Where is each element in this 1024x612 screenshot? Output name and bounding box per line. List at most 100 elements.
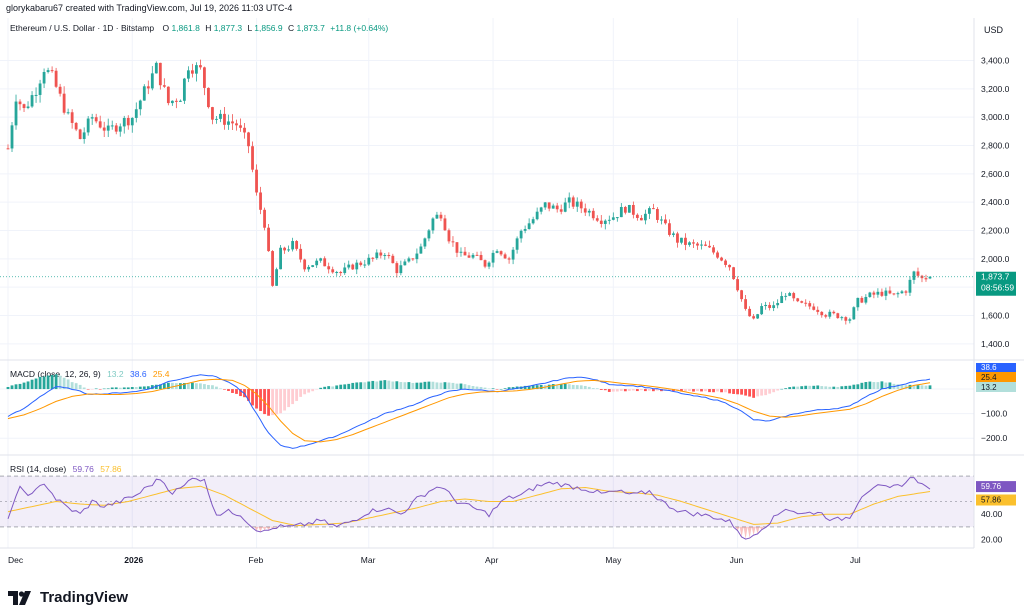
candle: [387, 252, 391, 259]
candle-body: [860, 297, 864, 303]
macd-hist-bar: [656, 389, 659, 391]
candle: [643, 209, 647, 225]
macd-hist-bar: [190, 382, 194, 390]
candle: [455, 242, 459, 258]
candle: [672, 231, 675, 238]
candle-body: [876, 291, 880, 295]
candle-body: [627, 204, 631, 213]
macd-hist-bar: [455, 383, 459, 390]
candle: [443, 214, 447, 231]
candle: [788, 291, 792, 297]
rsi-ma-value: 57.86: [100, 464, 122, 474]
macd-hist-bar: [672, 389, 675, 391]
candle: [519, 229, 523, 243]
macd-hist-bar: [872, 382, 876, 390]
macd-hist-bar: [599, 389, 603, 390]
macd-pane[interactable]: MACD (close, 12, 26, 9) 13.2 38.6 25.4 −…: [6, 363, 1016, 449]
macd-hist-bar: [848, 385, 852, 390]
rsi-axis[interactable]: 20.00 40.00: [981, 509, 1003, 544]
time-axis[interactable]: Dec 2026 Feb Mar Apr May Jun Jul: [8, 555, 861, 565]
candle: [411, 258, 415, 261]
candle-body: [26, 106, 30, 109]
candle-body: [114, 125, 118, 132]
candle: [784, 293, 788, 301]
candle-body: [499, 251, 503, 255]
candle-body: [547, 202, 551, 209]
candle: [315, 258, 319, 268]
rsi-ma-tag-box: [976, 494, 1016, 506]
macd-hist-bar: [868, 381, 872, 390]
rsi-tag: 59.76: [981, 482, 1002, 491]
candle-body: [138, 100, 142, 110]
candle-body: [427, 230, 431, 239]
tradingview-logo-icon: [8, 590, 31, 605]
macd-hist-bar: [387, 380, 391, 390]
macd-hist-bar: [14, 384, 18, 390]
macd-hist-bar: [784, 388, 788, 390]
rsi-pane[interactable]: RSI (14, close) 59.76 57.86 20.00 40.00 5…: [0, 464, 1016, 545]
price-axis[interactable]: 1,400.01,600.01,800.02,000.02,200.02,400…: [981, 56, 1010, 349]
candle-body: [643, 213, 647, 221]
macd-hist-bar: [555, 384, 559, 390]
macd-hist-bar: [227, 389, 230, 391]
candle-body: [443, 218, 447, 231]
candle: [371, 257, 375, 262]
macd-hist-bar: [824, 386, 828, 390]
candle-body: [371, 257, 375, 259]
candle: [247, 131, 250, 154]
candle-body: [130, 117, 134, 126]
candle-body: [639, 217, 643, 221]
candle: [872, 290, 876, 299]
tradingview-logo[interactable]: TradingView: [8, 589, 128, 606]
candle-body: [235, 123, 238, 126]
candle-body: [708, 245, 711, 248]
macd-hist-bar: [399, 382, 403, 390]
macd-hist-bar: [896, 384, 900, 390]
candle: [712, 245, 715, 255]
macd-hist-bar: [684, 389, 687, 392]
price-pane[interactable]: USD Ethereum / U.S. Dollar · 1D · Bitsta…: [0, 23, 1016, 349]
candle-body: [651, 208, 655, 210]
macd-hist-bar: [439, 382, 443, 390]
macd-tick-label: −100.0: [981, 409, 1008, 419]
macd-hist-bar: [267, 389, 270, 416]
candle: [6, 144, 10, 150]
candle-body: [660, 219, 663, 221]
candle: [832, 310, 836, 315]
candle-body: [868, 292, 872, 297]
candle-body: [491, 252, 495, 263]
macd-axis[interactable]: −200.0 −100.0: [981, 409, 1008, 444]
macd-hist-bar: [804, 385, 808, 390]
ohlc-l-label: L: [247, 23, 252, 33]
macd-hist-bar: [367, 381, 371, 390]
macd-hist-bar: [379, 380, 383, 390]
candle-body: [195, 65, 198, 74]
macd-hist-bar: [259, 389, 262, 412]
candle-body: [166, 86, 170, 104]
macd-label: MACD (close, 12, 26, 9): [10, 369, 101, 379]
candle-body: [531, 219, 535, 224]
macd-hist-bar: [26, 381, 30, 390]
candle-body: [736, 279, 739, 291]
candle-body: [676, 233, 679, 243]
candle-body: [142, 86, 146, 101]
macd-hist-bar: [924, 385, 928, 390]
candle-body: [30, 95, 34, 107]
candle: [563, 197, 567, 213]
candle: [158, 62, 162, 90]
candle: [114, 123, 118, 135]
macd-hist-bar: [447, 382, 451, 390]
candle-body: [395, 263, 399, 274]
candle: [58, 83, 62, 97]
candle: [295, 240, 299, 251]
candle-body: [664, 219, 667, 224]
candle-body: [900, 291, 904, 294]
candle-body: [223, 113, 226, 125]
macd-tag-box: [976, 363, 1016, 372]
candle: [668, 219, 671, 237]
candle: [776, 299, 780, 309]
macd-hist-bar: [559, 384, 563, 390]
macd-hist-bar: [50, 375, 54, 390]
candle: [900, 290, 904, 294]
